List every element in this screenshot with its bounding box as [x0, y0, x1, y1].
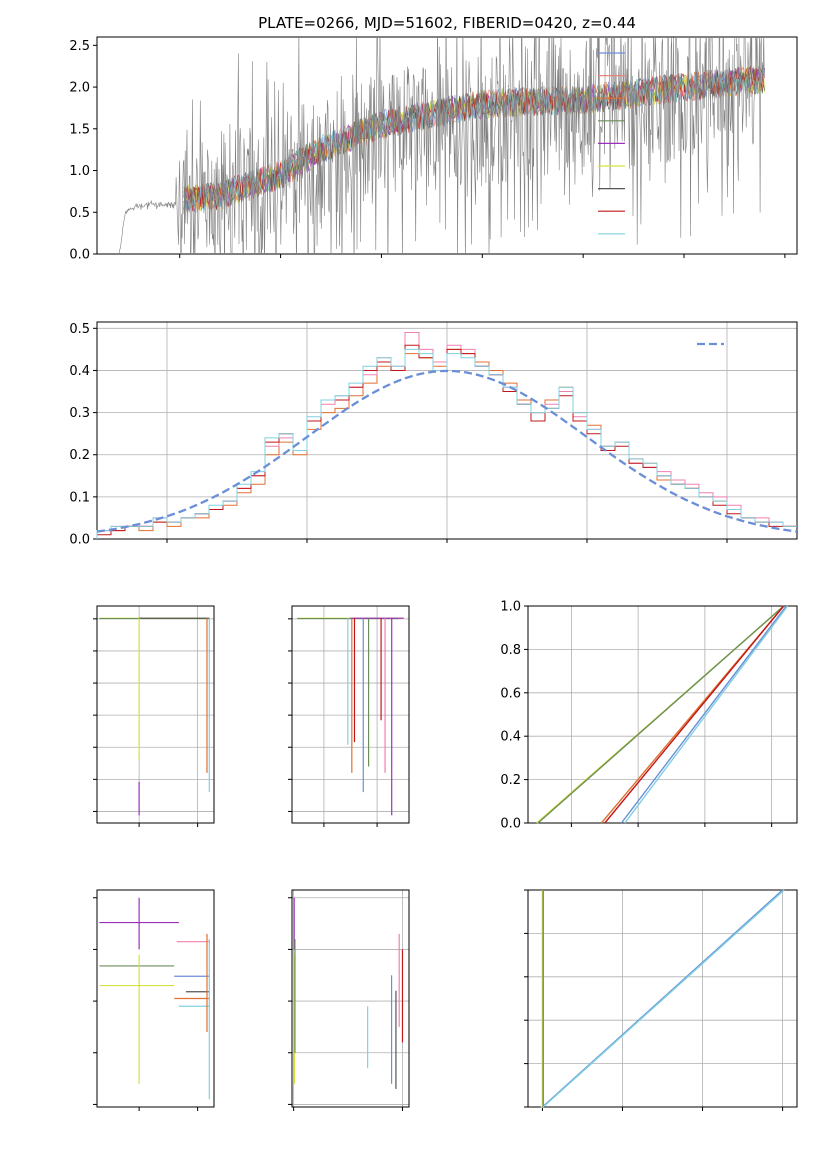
age-vs-mass-panel	[288, 605, 410, 827]
y-tick-label: 0.2	[69, 448, 90, 463]
y-tick-label: 0.5	[69, 322, 90, 337]
y-tick-label: 0.4	[500, 730, 521, 745]
mass-weight-vs-age-panel: 0.0 0.2 0.4 0.6 0.8 1.0	[500, 600, 798, 832]
cumulative-weight-line	[537, 605, 785, 824]
y-tick-label: 0.8	[500, 643, 521, 658]
y-tick-label: 1.5	[69, 122, 90, 137]
cumulative-weight-line	[620, 605, 787, 824]
axes-frame	[96, 36, 798, 255]
mass-vs-reddening-panel	[288, 889, 410, 1111]
axes-frame	[527, 889, 798, 1108]
y-tick-label: 0.0	[500, 817, 521, 832]
y-tick-label: 0.0	[69, 248, 90, 263]
y-tick-label: 0.6	[500, 686, 521, 701]
mass-weight-vs-metallicity-panel	[524, 889, 798, 1111]
figure-title: PLATE=0266, MJD=51602, FIBERID=0420, z=0…	[258, 14, 636, 32]
axes-frame	[96, 889, 215, 1108]
age-vs-metallicity-panel	[93, 605, 215, 827]
observed-spectrum-line	[119, 37, 765, 254]
cumulative-weight-line	[542, 889, 785, 1108]
y-tick-label: 0.0	[69, 533, 90, 548]
y-tick-label: 1.0	[69, 164, 90, 179]
axes-frame	[527, 605, 798, 824]
residuals-histogram-panel: 0.0 0.1 0.2 0.3 0.4 0.5	[69, 321, 798, 548]
y-tick-label: 2.5	[69, 39, 90, 54]
axes-frame	[291, 605, 410, 824]
y-tick-label: 0.1	[69, 490, 90, 505]
y-tick-label: 0.3	[69, 406, 90, 421]
cumulative-weight-line	[542, 890, 544, 1108]
mass-vs-metallicity-panel	[93, 889, 215, 1111]
cumulative-weight-line	[604, 605, 785, 824]
y-tick-label: 0.5	[69, 206, 90, 221]
y-tick-label: 1.0	[500, 600, 521, 615]
y-tick-label: 0.4	[69, 364, 90, 379]
spectrum-panel: 0.0 0.5 1.0 1.5 2.0 2.5	[69, 36, 798, 263]
cumulative-weight-line	[540, 890, 544, 1108]
normal-curve	[96, 369, 798, 533]
axes-frame	[96, 605, 215, 824]
cumulative-weight-line	[624, 605, 789, 824]
axes-frame	[291, 889, 410, 1108]
histogram-step	[96, 348, 797, 539]
spectrum-layer	[119, 37, 766, 254]
y-tick-label: 0.2	[500, 773, 521, 788]
y-tick-label: 2.0	[69, 81, 90, 96]
